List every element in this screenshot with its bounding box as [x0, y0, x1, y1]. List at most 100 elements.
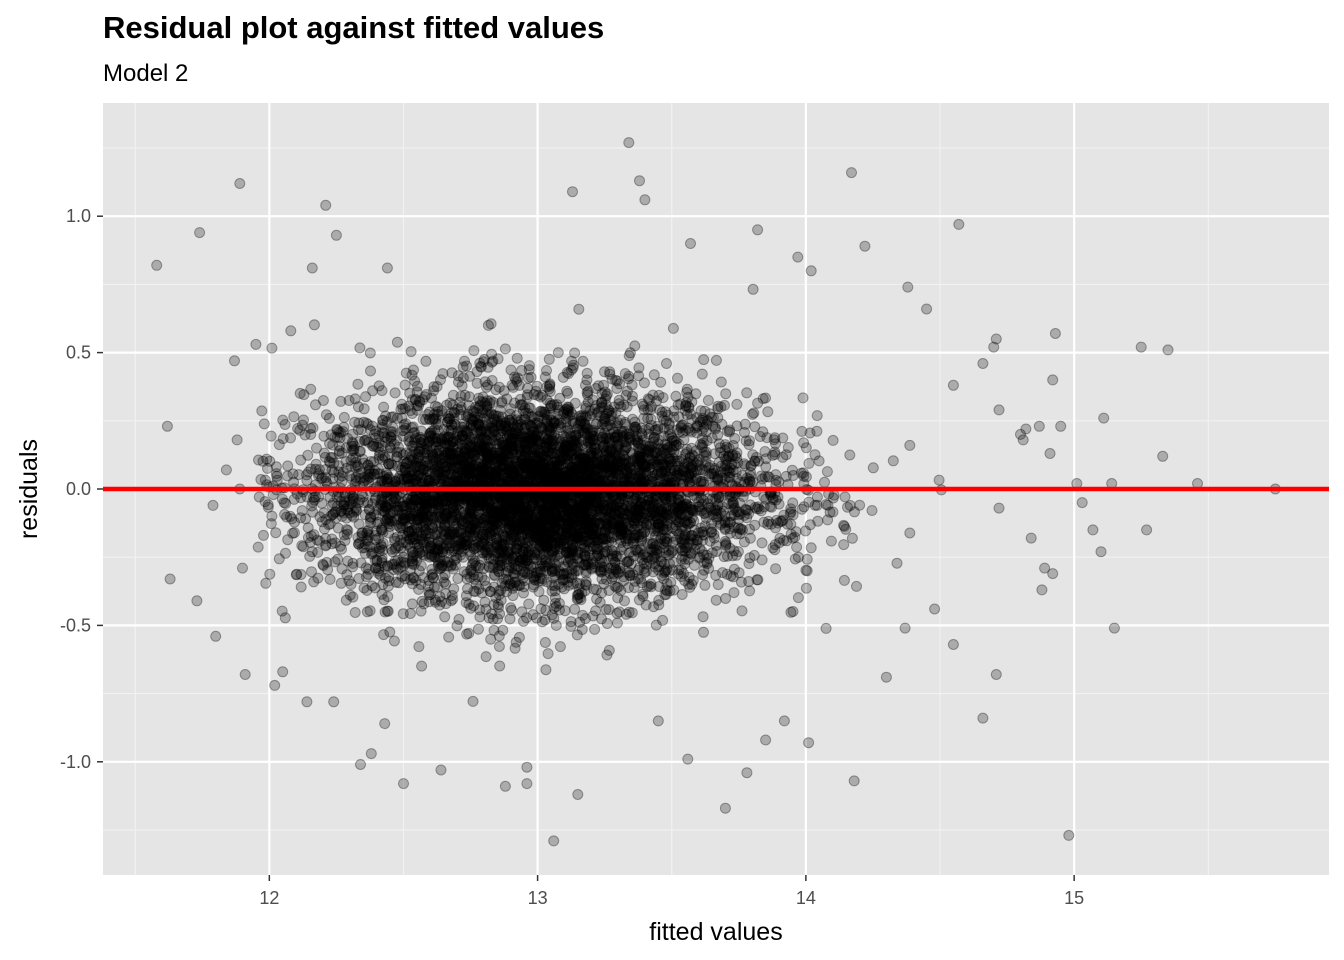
data-point — [578, 473, 590, 485]
data-point — [542, 467, 554, 479]
data-point — [397, 515, 409, 527]
data-point — [465, 462, 477, 474]
data-point — [608, 511, 620, 523]
data-point — [544, 448, 556, 460]
data-point — [534, 539, 546, 550]
data-point — [579, 493, 591, 505]
data-point — [767, 449, 779, 461]
data-point — [279, 508, 291, 520]
data-point — [493, 381, 505, 393]
data-point — [546, 545, 558, 557]
data-point — [510, 517, 522, 529]
data-point — [621, 529, 633, 541]
data-point — [459, 389, 471, 401]
data-point — [490, 384, 502, 396]
data-point — [416, 530, 428, 542]
data-point — [570, 536, 582, 548]
data-point — [543, 422, 555, 434]
data-point — [655, 449, 667, 461]
data-point — [620, 440, 631, 452]
data-point — [683, 500, 695, 512]
data-point — [441, 508, 453, 520]
data-point — [605, 410, 617, 422]
data-point — [562, 387, 574, 399]
data-point — [448, 449, 460, 460]
data-point — [352, 378, 364, 390]
data-point — [259, 496, 271, 508]
data-point — [418, 505, 430, 517]
data-point — [443, 457, 455, 469]
data-point — [635, 573, 646, 585]
data-point — [769, 446, 781, 458]
data-point — [438, 519, 450, 531]
data-point — [524, 443, 536, 455]
data-point — [736, 605, 748, 617]
data-point — [712, 579, 724, 591]
data-point — [369, 494, 381, 506]
data-point — [276, 493, 288, 505]
data-point — [657, 443, 669, 455]
data-point — [439, 519, 451, 531]
data-point — [800, 582, 812, 594]
data-point — [451, 552, 463, 564]
data-point — [463, 598, 475, 610]
data-point — [325, 452, 337, 463]
data-point — [675, 564, 687, 576]
data-point — [542, 648, 554, 660]
data-point — [307, 422, 319, 434]
data-point — [529, 547, 541, 559]
data-point — [426, 563, 438, 575]
data-point — [655, 500, 667, 512]
data-point — [560, 440, 572, 452]
data-point — [366, 547, 378, 559]
data-point — [762, 406, 774, 418]
data-point — [491, 537, 503, 549]
data-point — [470, 436, 482, 448]
data-point — [530, 465, 542, 477]
data-point — [670, 469, 682, 481]
data-point — [615, 544, 627, 556]
data-point — [809, 449, 821, 461]
data-point — [347, 561, 359, 573]
data-point — [448, 506, 460, 518]
data-point — [589, 561, 601, 573]
data-point — [359, 435, 370, 447]
data-point — [347, 591, 359, 603]
data-point — [418, 598, 430, 610]
data-point — [709, 448, 721, 460]
data-point — [490, 431, 502, 442]
data-point — [312, 572, 324, 584]
data-point — [655, 376, 667, 388]
data-point — [548, 435, 560, 447]
data-point — [543, 353, 555, 365]
data-point — [452, 573, 464, 584]
data-point — [511, 455, 523, 467]
data-point — [310, 399, 321, 411]
data-point — [429, 469, 441, 481]
data-point — [633, 500, 645, 512]
data-point — [678, 531, 690, 543]
data-point — [445, 448, 457, 460]
data-point — [399, 379, 411, 391]
data-point — [731, 447, 743, 459]
data-point — [294, 387, 306, 399]
data-point — [519, 421, 531, 433]
data-point — [447, 501, 459, 513]
data-point — [252, 541, 264, 553]
data-point — [479, 596, 491, 608]
data-point — [506, 379, 518, 391]
data-point — [522, 532, 534, 544]
data-point — [576, 624, 588, 635]
data-point — [569, 347, 581, 359]
data-point — [405, 346, 417, 358]
data-point — [256, 405, 268, 417]
data-point — [295, 492, 307, 504]
data-point — [556, 454, 568, 466]
data-point — [624, 347, 636, 359]
data-point — [318, 560, 329, 571]
data-point — [465, 456, 476, 468]
data-point — [821, 466, 833, 478]
data-point — [389, 500, 401, 512]
data-point — [756, 537, 768, 549]
data-point — [661, 533, 673, 545]
